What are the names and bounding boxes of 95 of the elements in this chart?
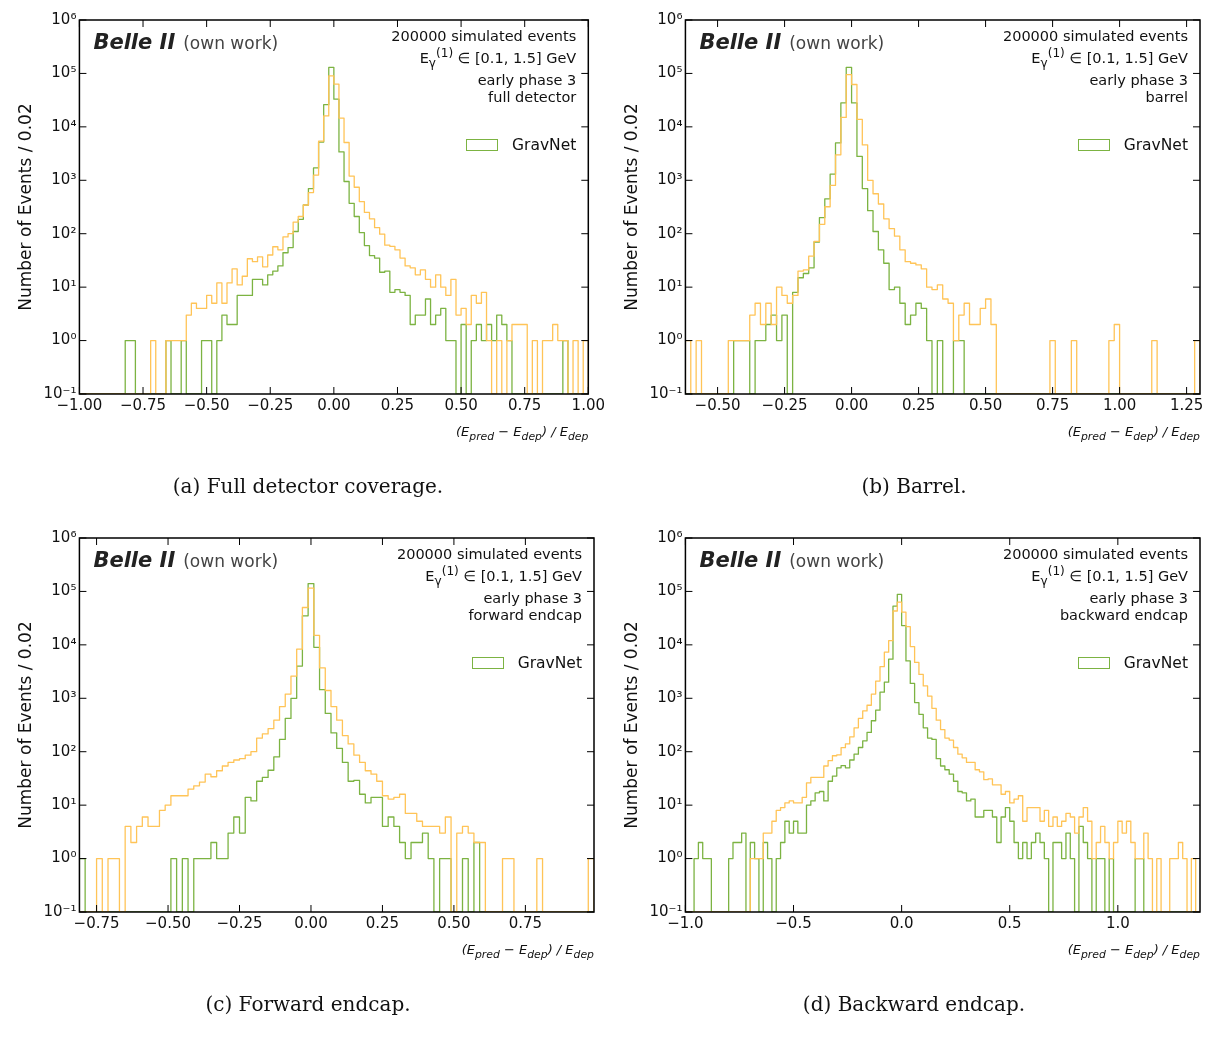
x-tick-label: −0.25 xyxy=(247,395,294,414)
annotation: (own work) xyxy=(183,33,279,53)
y-tick-label: 10³ xyxy=(657,170,683,189)
y-tick-label: 10⁰ xyxy=(657,330,683,349)
x-tick-label: 0.5 xyxy=(997,913,1022,932)
legend-label: GravNet xyxy=(517,653,582,672)
x-tick-label: 0.75 xyxy=(508,913,543,932)
annotation: early phase 3 xyxy=(483,589,582,607)
y-tick-label: 10⁶ xyxy=(51,527,77,546)
y-tick-label: 10¹ xyxy=(51,277,77,296)
x-tick-label: 0.50 xyxy=(444,395,478,414)
annotation: (own work) xyxy=(183,551,279,571)
y-tick-label: 10⁵ xyxy=(51,63,77,82)
y-tick-label: 10⁰ xyxy=(51,848,77,867)
text: (c) Forward endcap. xyxy=(204,992,412,1016)
y-tick-label: 10⁶ xyxy=(657,527,683,546)
x-tick-label: 1.00 xyxy=(1102,395,1137,414)
y-tick-label: 10⁴ xyxy=(51,634,77,653)
y-axis-title: Number of Events / 0.02 xyxy=(620,621,641,829)
y-tick-label: 10⁻¹ xyxy=(649,383,683,402)
annotation: E$_{γ}$$^{(1)}$ ∈ [0.1, 1.5] GeV xyxy=(1031,563,1188,590)
legend-label: GravNet xyxy=(1123,135,1188,154)
annotation: 200000 simulated events xyxy=(391,28,577,45)
x-tick-label: −0.50 xyxy=(694,395,741,414)
y-tick-label: 10² xyxy=(657,223,683,242)
x-tick-label: −0.50 xyxy=(183,395,230,414)
y-tick-label: 10¹ xyxy=(657,277,683,296)
y-tick-label: 10³ xyxy=(51,688,77,707)
legend-label: GravNet xyxy=(1123,653,1188,672)
annotation: Belle II xyxy=(699,30,782,54)
y-tick-label: 10¹ xyxy=(657,795,683,814)
annotation: (own work) xyxy=(789,33,885,53)
y-tick-label: 10² xyxy=(51,741,77,760)
legend-label: GravNet xyxy=(512,135,577,154)
x-tick-label: 0.0 xyxy=(889,913,914,932)
annotation: E$_{γ}$$^{(1)}$ ∈ [0.1, 1.5] GeV xyxy=(419,45,577,72)
x-axis-title: (E$_{pred}$ − E$_{dep}$) / E$_{dep}$ xyxy=(1067,424,1200,443)
text: (a) Full detector coverage. xyxy=(171,474,445,498)
x-tick-label: −0.5 xyxy=(775,913,812,932)
y-tick-label: 10⁰ xyxy=(51,330,77,349)
annotation: early phase 3 xyxy=(1089,71,1188,89)
annotation: 200000 simulated events xyxy=(1002,28,1188,45)
annotation: Belle II xyxy=(699,548,782,572)
y-tick-label: 10⁴ xyxy=(51,116,77,135)
annotation: 200000 simulated events xyxy=(1002,546,1188,563)
annotation: barrel xyxy=(1145,88,1188,106)
y-tick-label: 10⁵ xyxy=(657,63,683,82)
annotation: Belle II xyxy=(93,30,176,54)
x-tick-label: 0.50 xyxy=(968,395,1003,414)
annotation: forward endcap xyxy=(468,606,582,624)
text: (b) Barrel. xyxy=(860,474,968,498)
y-tick-label: 10⁵ xyxy=(657,581,683,600)
x-tick-label: −0.25 xyxy=(216,913,263,932)
y-axis-title: Number of Events / 0.02 xyxy=(14,621,35,829)
x-tick-label: 0.25 xyxy=(365,913,400,932)
annotation: E$_{γ}$$^{(1)}$ ∈ [0.1, 1.5] GeV xyxy=(1031,45,1188,72)
x-tick-label: −0.75 xyxy=(120,395,167,414)
y-tick-label: 10² xyxy=(51,223,77,242)
x-tick-label: 0.75 xyxy=(1035,395,1070,414)
x-tick-label: 0.75 xyxy=(507,395,542,414)
x-tick-label: 0.00 xyxy=(834,395,869,414)
text: (d) Backward endcap. xyxy=(801,992,1027,1016)
annotation: 200000 simulated events xyxy=(396,546,582,563)
annotation: Belle II xyxy=(93,548,176,572)
annotation: early phase 3 xyxy=(1089,589,1188,607)
y-tick-label: 10⁶ xyxy=(51,9,77,28)
y-tick-label: 10³ xyxy=(657,688,683,707)
x-axis-title: (E$_{pred}$ − E$_{dep}$) / E$_{dep}$ xyxy=(1067,942,1200,961)
y-tick-label: 10² xyxy=(657,741,683,760)
annotation: (own work) xyxy=(789,551,885,571)
y-axis-title: Number of Events / 0.02 xyxy=(620,103,641,311)
y-tick-label: 10⁴ xyxy=(657,116,683,135)
x-tick-label: 0.50 xyxy=(437,913,471,932)
x-tick-label: 1.25 xyxy=(1169,395,1204,414)
y-tick-label: 10³ xyxy=(51,170,77,189)
x-tick-label: 0.00 xyxy=(317,395,351,414)
x-tick-label: 0.25 xyxy=(901,395,936,414)
y-axis-title: Number of Events / 0.02 xyxy=(14,103,35,311)
y-tick-label: 10¹ xyxy=(51,795,77,814)
x-axis-title: (E$_{pred}$ − E$_{dep}$) / E$_{dep}$ xyxy=(455,424,589,443)
annotation: early phase 3 xyxy=(477,71,577,89)
x-tick-label: 1.00 xyxy=(571,395,605,414)
annotation: backward endcap xyxy=(1059,606,1188,624)
x-tick-label: 0.00 xyxy=(294,913,328,932)
x-tick-label: 0.25 xyxy=(380,395,415,414)
y-tick-label: 10⁴ xyxy=(657,634,683,653)
x-tick-label: −0.50 xyxy=(145,913,192,932)
y-tick-label: 10⁶ xyxy=(657,9,683,28)
x-tick-label: 1.0 xyxy=(1105,913,1130,932)
y-tick-label: 10⁵ xyxy=(51,581,77,600)
x-tick-label: −0.25 xyxy=(761,395,808,414)
y-tick-label: 10⁰ xyxy=(657,848,683,867)
x-axis-title: (E$_{pred}$ − E$_{dep}$) / E$_{dep}$ xyxy=(461,942,594,961)
annotation: full detector xyxy=(488,88,577,106)
annotation: E$_{γ}$$^{(1)}$ ∈ [0.1, 1.5] GeV xyxy=(425,563,582,590)
